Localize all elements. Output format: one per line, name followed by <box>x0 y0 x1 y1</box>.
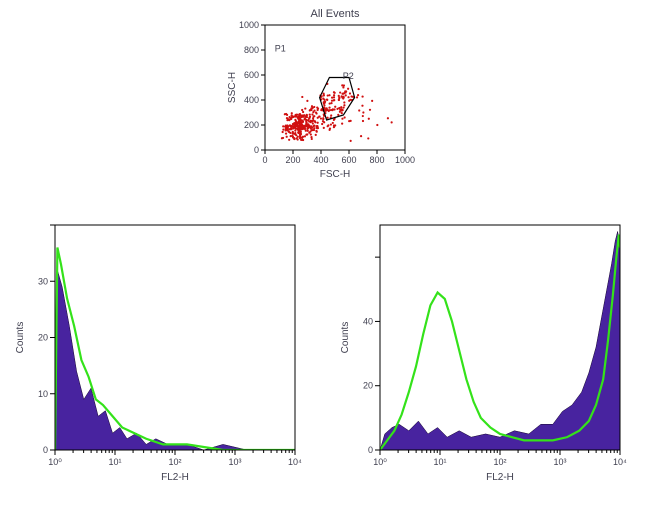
x-axis-label: FL2-H <box>486 472 514 483</box>
svg-text:10³: 10³ <box>553 457 566 467</box>
histogram-left-filled-series <box>55 270 295 450</box>
svg-text:0: 0 <box>254 145 259 155</box>
svg-text:20: 20 <box>363 381 373 391</box>
svg-text:40: 40 <box>363 316 373 326</box>
x-axis-label: FSC-H <box>320 169 351 180</box>
svg-text:600: 600 <box>341 155 356 165</box>
svg-text:0: 0 <box>368 445 373 455</box>
gate-p1-label: P1 <box>275 43 286 53</box>
svg-text:10²: 10² <box>493 457 506 467</box>
gate-p2-label: P2 <box>343 71 354 81</box>
svg-text:10¹: 10¹ <box>433 457 446 467</box>
svg-text:200: 200 <box>244 120 259 130</box>
svg-text:10⁰: 10⁰ <box>48 457 62 467</box>
svg-text:30: 30 <box>38 276 48 286</box>
svg-text:10⁴: 10⁴ <box>613 457 627 467</box>
histogram-right-filled-series <box>380 231 620 450</box>
svg-text:10¹: 10¹ <box>108 457 121 467</box>
y-axis-label: SSC-H <box>227 72 238 103</box>
svg-text:0: 0 <box>43 445 48 455</box>
histogram-right-panel: 10⁰ 10¹ 10² 10³ 10⁴ 0 20 40 FL2-H Counts <box>335 210 635 495</box>
y-axis-label: Counts <box>340 322 351 354</box>
svg-text:0: 0 <box>262 155 267 165</box>
histogram-left: 10⁰ 10¹ 10² 10³ 10⁴ 0 10 20 30 FL2-H Counts <box>10 210 310 495</box>
svg-text:600: 600 <box>244 70 259 80</box>
svg-text:10: 10 <box>38 389 48 399</box>
x-axis-label: FL2-H <box>161 472 189 483</box>
svg-text:800: 800 <box>369 155 384 165</box>
svg-text:400: 400 <box>313 155 328 165</box>
y-axis-label: Counts <box>15 322 26 354</box>
scatter-dots <box>281 83 393 142</box>
svg-text:400: 400 <box>244 95 259 105</box>
svg-text:1000: 1000 <box>239 20 259 30</box>
histogram-left-panel: 10⁰ 10¹ 10² 10³ 10⁴ 0 10 20 30 FL2-H Counts <box>10 210 310 495</box>
svg-text:800: 800 <box>244 45 259 55</box>
histogram-right: 10⁰ 10¹ 10² 10³ 10⁴ 0 20 40 FL2-H Counts <box>335 210 635 495</box>
scatter-plot: All Events P1 P2 0 200 400 600 800 1000 0 200 400 60… <box>220 5 420 185</box>
svg-text:1000: 1000 <box>395 155 415 165</box>
svg-text:200: 200 <box>285 155 300 165</box>
svg-text:10⁴: 10⁴ <box>288 457 302 467</box>
svg-text:20: 20 <box>38 333 48 343</box>
scatter-panel: All Events P1 P2 0 200 400 600 800 1000 0 200 400 60… <box>220 5 420 185</box>
svg-text:10³: 10³ <box>228 457 241 467</box>
svg-text:10⁰: 10⁰ <box>373 457 387 467</box>
panel-title: All Events <box>311 8 360 20</box>
svg-text:10²: 10² <box>168 457 181 467</box>
